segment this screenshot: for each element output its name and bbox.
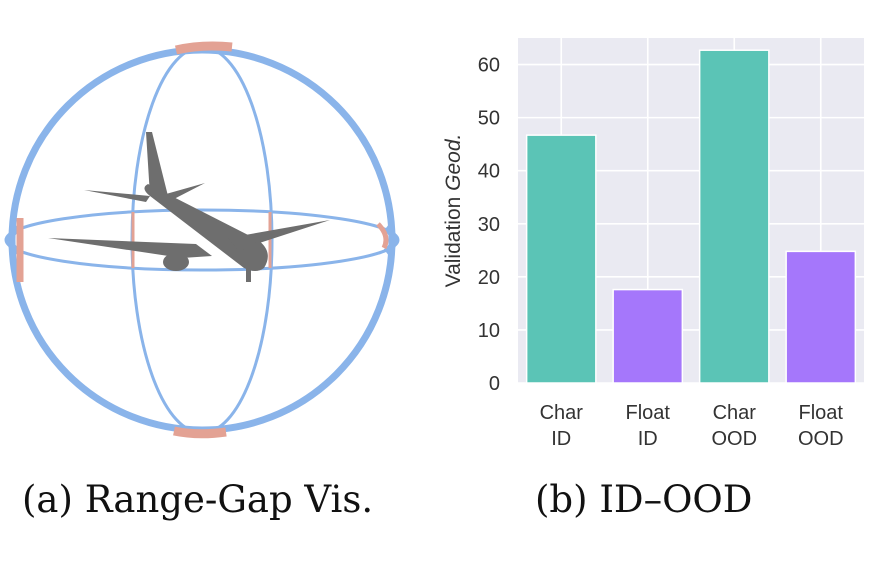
id-ood-chart: 0 10 20 30 40 50 60 Char ID Float ID Char OOD Float OO… — [430, 0, 886, 470]
y-tick-label: 40 — [478, 161, 500, 183]
caption-b: (b) ID–OOD — [535, 478, 753, 521]
equator-ring — [4, 208, 400, 272]
x-tick-label: Float — [799, 402, 844, 424]
equator-right-end — [383, 225, 398, 255]
range-gap-sphere — [4, 41, 400, 439]
range-gap-figure — [0, 0, 420, 470]
y-tick-label: 50 — [478, 108, 500, 130]
x-tick-label: Char — [713, 402, 757, 424]
gap-top — [174, 41, 233, 55]
y-axis-label: Validation Geod. — [442, 134, 465, 288]
y-tick-label: 20 — [478, 267, 500, 289]
bar-chart: 0 10 20 30 40 50 60 Char ID Float ID Char OOD Float OO… — [442, 38, 864, 450]
y-tick-label: 30 — [478, 214, 500, 236]
caption-a: (a) Range-Gap Vis. — [22, 478, 374, 521]
y-tick-label: 10 — [478, 320, 500, 342]
y-tick-label: 60 — [478, 55, 500, 77]
x-tick-label: Char — [540, 402, 584, 424]
x-tick-label: ID — [551, 428, 571, 450]
bar-float-id — [612, 288, 684, 384]
gap-bottom — [173, 426, 227, 439]
bar-float-ood — [785, 250, 857, 384]
gap-right — [376, 222, 389, 250]
equator-left-end — [6, 225, 21, 255]
y-tick-label: 0 — [489, 373, 500, 395]
airplane-icon — [48, 132, 330, 282]
x-tick-label: OOD — [798, 428, 844, 450]
x-tick-label: OOD — [711, 428, 757, 450]
bar-char-id — [525, 134, 597, 384]
x-tick-label: Float — [626, 402, 671, 424]
bar-char-ood — [698, 49, 770, 384]
x-tick-label: ID — [638, 428, 658, 450]
